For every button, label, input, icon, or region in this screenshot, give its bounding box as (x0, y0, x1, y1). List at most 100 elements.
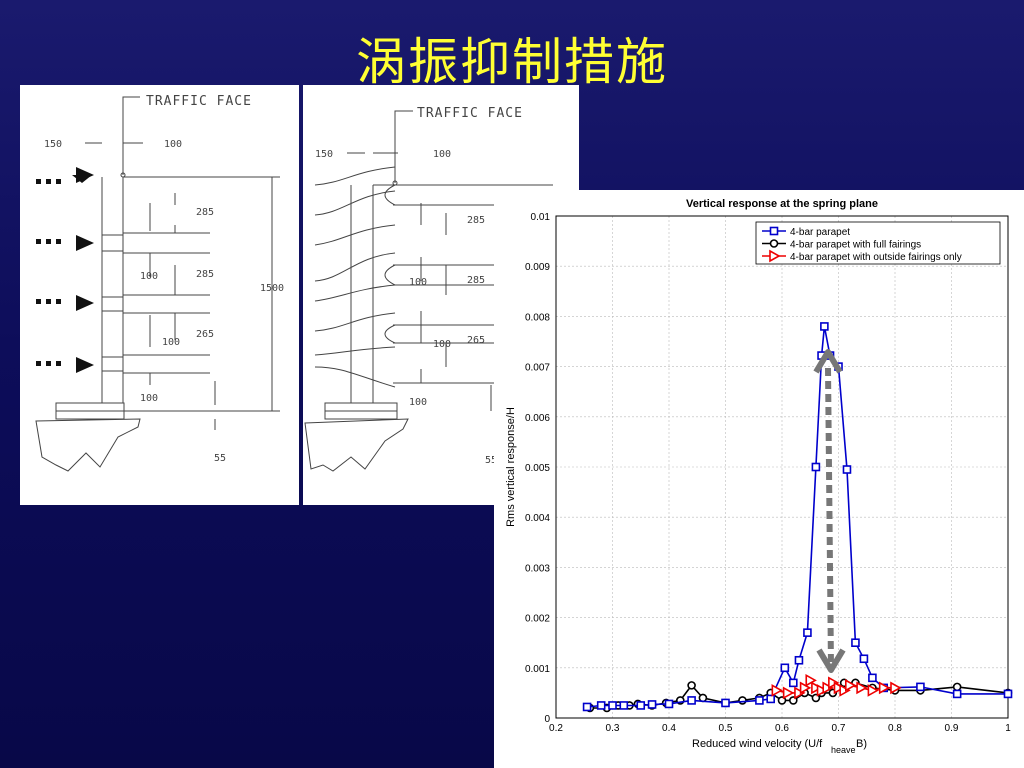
x-axis-label-subscript: heave (831, 745, 856, 755)
data-point (916, 682, 925, 692)
dim-bar2-r: 100 (433, 339, 451, 350)
y-tick-label: 0.006 (525, 413, 550, 424)
dim-150: 150 (44, 139, 62, 150)
data-point (771, 684, 783, 697)
dim-55: 55 (214, 453, 226, 464)
x-tick-label: 0.7 (832, 723, 846, 734)
data-point (664, 699, 674, 709)
x-axis-label-end: B) (856, 738, 867, 750)
data-point (780, 663, 790, 673)
data-point (859, 654, 869, 664)
data-point (794, 655, 804, 665)
dim-gap1: 285 (196, 207, 214, 218)
data-point (833, 681, 846, 695)
data-point (868, 673, 877, 683)
x-tick-label: 0.3 (606, 723, 620, 734)
legend: 4-bar parapet 4-bar parapet with full fai… (755, 221, 1001, 265)
y-tick-label: 0.004 (525, 513, 550, 524)
y-tick-label: 0.001 (525, 664, 550, 675)
dim-gap1-r: 285 (467, 215, 485, 226)
y-tick-label: 0 (544, 714, 550, 725)
dim-bar3: 100 (140, 393, 158, 404)
chart-title: Vertical response at the spring plane (686, 198, 878, 210)
axis-ticks: 0.2 0.3 0.4 0.5 0.6 0.7 0.8 0.9 1 0 0.001 0.002 0.00… (525, 212, 1011, 734)
dim-gap3: 265 (196, 329, 214, 340)
response-chart: 0.2 0.3 0.4 0.5 0.6 0.7 0.8 0.9 1 0 0.001 0.002 0.00… (505, 198, 1013, 755)
y-axis-label: Rms vertical response/H (505, 407, 517, 527)
traffic-face-label-2: TRAFFIC FACE (417, 106, 523, 121)
dim-gap3-r: 265 (467, 335, 485, 346)
legend-label: 4-bar parapet with full fairings (790, 240, 921, 251)
data-point (782, 686, 795, 700)
parapet-drawing: TRAFFIC FACE 150 100 285 100 285 265 100… (35, 94, 284, 472)
legend-label: 4-bar parapet with outside fairings only (790, 252, 962, 263)
data-point (738, 696, 747, 705)
peak-annotation-arrow (813, 349, 846, 673)
data-point (687, 696, 696, 705)
legend-marker (769, 249, 781, 263)
dim-100-top: 100 (164, 139, 182, 150)
x-tick-label: 0.2 (549, 723, 563, 734)
legend-box (755, 221, 1001, 265)
data-point (582, 702, 592, 712)
data-point (867, 684, 880, 697)
series-line (587, 326, 1008, 708)
legend-label: 4-bar parapet (790, 227, 850, 238)
dim-55-r: 55 (485, 455, 497, 466)
data-point (851, 638, 860, 648)
data-point (647, 700, 657, 709)
parapet-fairing-drawing: TRAFFIC FACE 150 100 285 100 285 265 100… (304, 106, 553, 472)
dim-1500: 1500 (260, 283, 284, 294)
legend-marker (769, 239, 779, 248)
data-point (803, 628, 812, 637)
x-tick-label: 1 (1005, 723, 1011, 734)
data-point (952, 682, 962, 692)
data-point (596, 701, 606, 710)
data-point (805, 673, 817, 687)
data-point (828, 676, 840, 690)
data-point (890, 681, 902, 695)
x-tick-label: 0.8 (888, 723, 902, 734)
y-tick-label: 0.002 (525, 614, 550, 625)
data-point (856, 681, 868, 695)
y-tick-label: 0.008 (525, 312, 550, 323)
x-tick-label: 0.9 (945, 723, 959, 734)
x-tick-label: 0.5 (719, 723, 733, 734)
legend-marker (769, 226, 779, 236)
y-tick-label: 0.003 (525, 563, 550, 574)
x-axis-label: Reduced wind velocity (U/f (692, 738, 823, 750)
data-point (794, 686, 806, 700)
parapet-drawing-panel: TRAFFIC FACE 150 100 285 100 285 265 100… (20, 85, 299, 505)
dim-bar1-r: 100 (409, 277, 427, 288)
data-point (636, 701, 646, 710)
x-tick-label: 0.6 (775, 723, 789, 734)
y-tick-label: 0.005 (525, 463, 550, 474)
plot-frame (555, 215, 1009, 719)
y-tick-label: 0.007 (525, 363, 550, 374)
data-point (721, 698, 730, 708)
x-tick-label: 0.4 (662, 723, 676, 734)
traffic-face-label: TRAFFIC FACE (146, 94, 252, 109)
grid (555, 215, 1009, 719)
series (582, 322, 1013, 713)
dim-bar1: 100 (140, 271, 158, 282)
series-0 (582, 322, 1013, 712)
data-point (816, 684, 829, 697)
dim-bar3-r: 100 (409, 397, 427, 408)
y-tick-label: 0.01 (531, 212, 551, 223)
data-point (820, 322, 829, 331)
data-point (811, 462, 821, 472)
data-point (619, 701, 629, 710)
dim-gap2-r: 285 (467, 275, 485, 286)
dim-100-top-r: 100 (433, 149, 451, 160)
dim-bar2: 100 (162, 337, 180, 348)
data-point (839, 684, 851, 697)
data-point (822, 681, 834, 695)
series-2 (771, 673, 902, 700)
data-point (755, 696, 764, 705)
data-point (842, 465, 852, 474)
y-tick-label: 0.009 (525, 262, 550, 273)
dim-150-r: 150 (315, 149, 333, 160)
data-point (878, 681, 891, 695)
slide-title: 涡振抑制措施 (356, 33, 668, 91)
